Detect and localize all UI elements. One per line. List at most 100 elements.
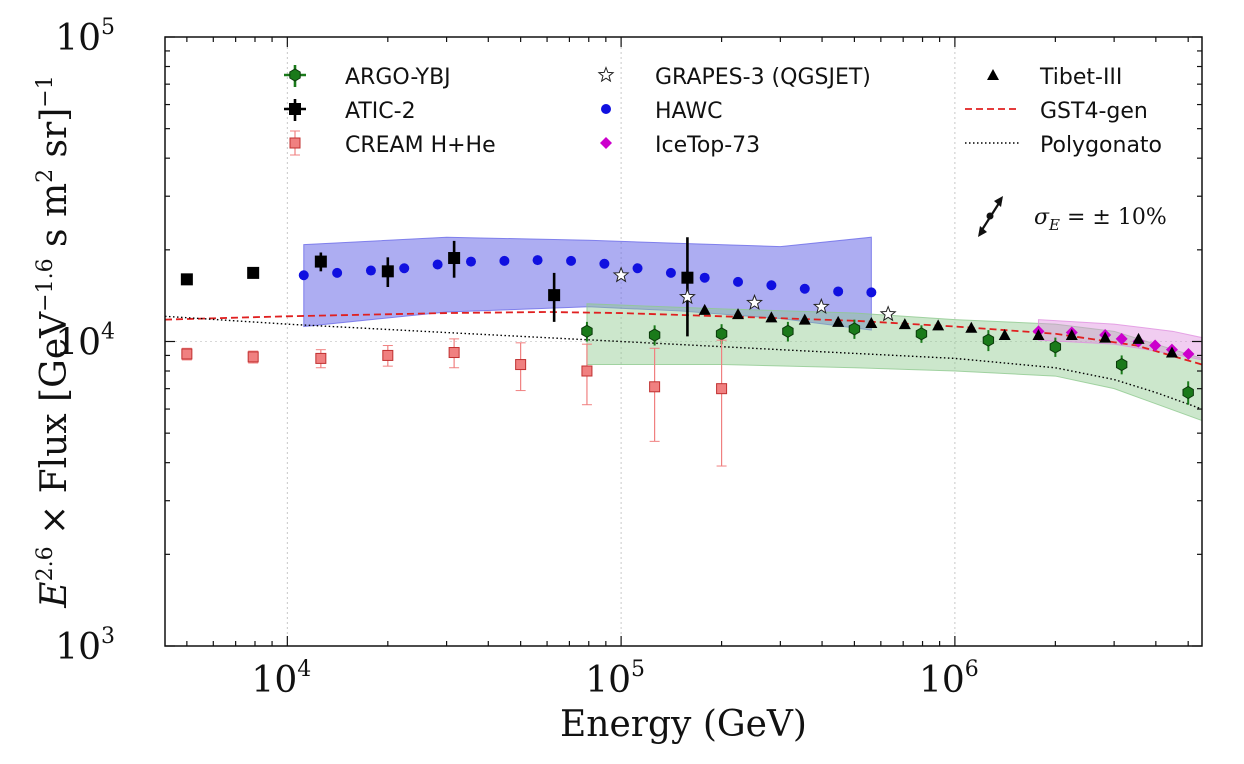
data-point (833, 286, 844, 297)
data-point (515, 359, 527, 371)
data-point (1165, 346, 1178, 358)
legend-entry: IceTop-73 (600, 133, 760, 158)
data-point (649, 381, 661, 393)
ylabel-part: sr] (34, 108, 75, 169)
y-tick-label: 104 (55, 320, 115, 364)
legend-label: GRAPES-3 (QGSJET) (655, 65, 871, 90)
sigma-arrow-head (978, 226, 987, 237)
sigma-arrow-head (994, 196, 1003, 207)
data-point (1032, 329, 1045, 341)
data-point (678, 288, 696, 305)
series-atic-2 (180, 237, 694, 337)
tick-base: 10 (251, 660, 297, 701)
data-point (332, 267, 343, 278)
data-point (1132, 332, 1145, 344)
energy-resolution-annotation: σE = ± 10% (978, 196, 1167, 237)
data-point (315, 352, 327, 364)
data-point (746, 293, 763, 310)
line-gst4-gen (164, 311, 1203, 366)
data-point (665, 267, 676, 278)
legend: ARGO-YBJ ATIC-2 CREAM H+He GRAPES-3 (QGSJET… (284, 65, 1162, 158)
band-hawc (303, 236, 872, 331)
sigma-annotation: σE = ± 10% (978, 196, 1167, 237)
data-point (765, 311, 778, 323)
y-tick-label: 105 (55, 15, 115, 59)
data-point (648, 328, 661, 342)
legend-entry: GRAPES-3 (QGSJET) (597, 65, 871, 90)
tick-exponent: 6 (965, 657, 979, 682)
y-axis-label: E2.6 × Flux [GeV−1.6 s m2 sr]−1 (33, 75, 75, 608)
data-point (499, 255, 510, 266)
legend-label: ARGO-YBJ (345, 65, 451, 90)
ylabel-part: −1 (33, 75, 58, 107)
data-point (965, 321, 978, 333)
legend-marker (987, 69, 999, 80)
data-point (448, 252, 461, 265)
sigma-subscript: E (1048, 216, 1060, 234)
data-point (898, 318, 911, 330)
tick-base: 10 (585, 660, 631, 701)
data-point (1149, 339, 1162, 352)
tick-exponent: 3 (101, 624, 115, 649)
ylabel-part: s m (34, 183, 75, 259)
data-point (247, 266, 260, 279)
ylabel-part: × Flux [GeV (34, 311, 75, 547)
data-point (399, 263, 410, 274)
sigma-arrow-center (986, 212, 994, 220)
ylabel-part: −1.6 (33, 258, 58, 311)
ylabel-part: E (34, 581, 75, 608)
data-point (782, 324, 794, 338)
series-argo-ybj (581, 319, 1194, 405)
tick-exponent: 5 (101, 15, 115, 40)
ylabel-part: 2.6 (33, 546, 58, 581)
model-lines (164, 311, 1203, 410)
data-point (566, 255, 577, 266)
data-point (432, 259, 443, 270)
data-point (298, 270, 309, 281)
legend-label: Tibet-III (1039, 65, 1122, 90)
legend-marker (289, 103, 301, 115)
data-point (716, 383, 728, 395)
legend-entry: ATIC-2 (284, 99, 416, 124)
axis-ticks (165, 36, 1202, 647)
legend-label: GST4-gen (1040, 99, 1148, 124)
data-point (314, 255, 327, 268)
data-point (715, 327, 728, 341)
series-cream-h-he (181, 338, 728, 467)
legend-label: HAWC (655, 99, 723, 124)
data-point (732, 308, 745, 320)
data-point (733, 276, 744, 287)
legend-entry: CREAM H+He (289, 130, 496, 158)
data-point (798, 313, 811, 325)
tick-base: 10 (55, 627, 101, 668)
tick-base: 10 (919, 660, 965, 701)
legend-label: CREAM H+He (345, 133, 496, 158)
legend-entry: ARGO-YBJ (284, 65, 451, 90)
data-point (247, 351, 259, 363)
data-point (848, 322, 861, 336)
data-point (581, 324, 593, 338)
legend-marker (597, 66, 615, 83)
grid-lines (165, 37, 1202, 646)
data-point (998, 329, 1011, 341)
legend-marker (601, 104, 611, 114)
data-point (599, 258, 610, 269)
x-tick-label: 104 (251, 657, 311, 701)
data-point (465, 256, 476, 267)
data-point (1182, 347, 1195, 360)
y-tick-label: 103 (55, 624, 115, 668)
data-point (865, 317, 878, 329)
data-point (632, 263, 643, 274)
legend-entry: HAWC (601, 99, 723, 124)
data-point (832, 315, 845, 327)
x-axis-label: Energy (GeV) (560, 704, 807, 745)
tick-exponent: 4 (297, 657, 311, 682)
legend-entry: Tibet-III (987, 65, 1122, 90)
legend-marker (600, 137, 612, 149)
data-point (932, 319, 945, 331)
data-point (766, 280, 777, 291)
x-tick-label: 106 (919, 657, 979, 701)
series-grapes-3-qgsjet (612, 266, 897, 322)
